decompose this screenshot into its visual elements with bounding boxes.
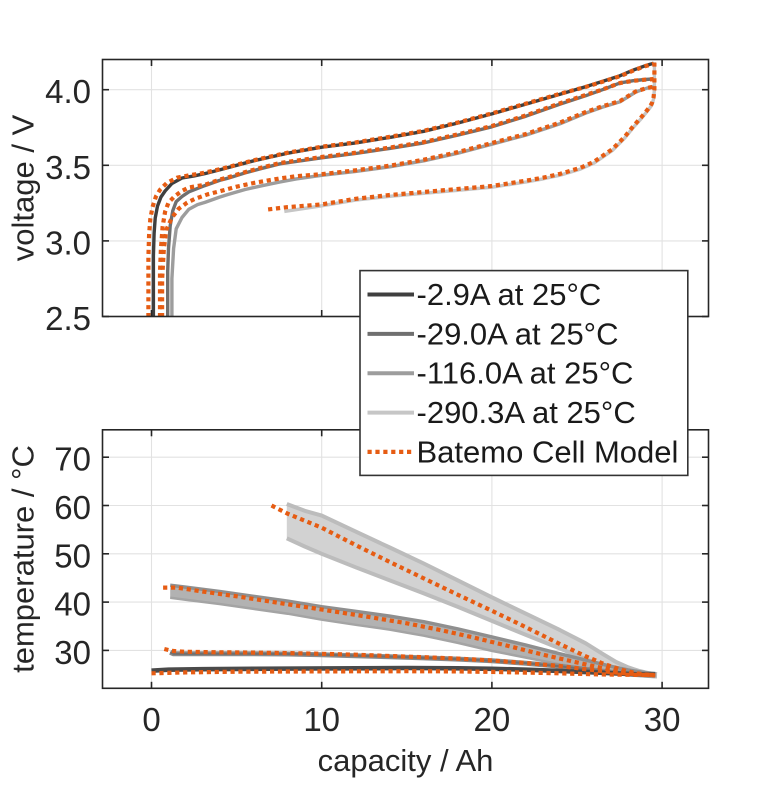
svg-text:4.0: 4.0: [45, 73, 91, 110]
svg-text:0: 0: [142, 701, 160, 738]
svg-text:capacity / Ah: capacity / Ah: [318, 743, 494, 778]
svg-text:60: 60: [54, 489, 91, 526]
svg-text:3.5: 3.5: [45, 149, 91, 186]
svg-text:-290.3A at 25°C: -290.3A at 25°C: [417, 395, 636, 430]
svg-text:Batemo Cell Model: Batemo Cell Model: [417, 434, 679, 469]
svg-text:temperature / °C: temperature / °C: [6, 445, 41, 673]
svg-text:10: 10: [303, 701, 340, 738]
svg-text:-116.0A at 25°C: -116.0A at 25°C: [417, 356, 634, 391]
svg-text:-29.0A at 25°C: -29.0A at 25°C: [417, 316, 619, 351]
svg-text:30: 30: [644, 701, 681, 738]
svg-text:40: 40: [54, 586, 91, 623]
svg-text:50: 50: [54, 537, 91, 574]
svg-text:-2.9A at 25°C: -2.9A at 25°C: [417, 277, 602, 312]
svg-text:20: 20: [474, 701, 511, 738]
svg-text:30: 30: [54, 634, 91, 671]
svg-text:voltage / V: voltage / V: [6, 114, 41, 261]
svg-text:3.0: 3.0: [45, 224, 91, 261]
svg-text:70: 70: [54, 441, 91, 478]
svg-text:2.5: 2.5: [45, 300, 91, 337]
